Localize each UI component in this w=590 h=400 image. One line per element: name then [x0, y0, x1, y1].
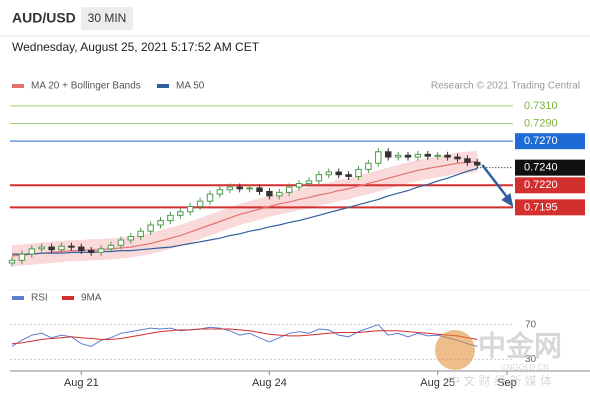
watermark-site: CNGOLD.CN: [501, 363, 549, 372]
candle-body: [295, 183, 303, 188]
forecast-arrow: [481, 164, 511, 201]
candle-body: [87, 250, 95, 253]
level-label: 0.7240: [524, 162, 558, 174]
y-tick-label: 30: [525, 354, 537, 365]
candle-body: [355, 168, 362, 177]
candle-body: [186, 205, 194, 213]
timeframe: 30 MIN: [88, 11, 127, 25]
candle-body: [246, 187, 253, 190]
candle-body: [404, 154, 412, 158]
x-tick-label: Aug 24: [252, 377, 287, 389]
moving-average: [11, 160, 478, 257]
subtitle: Wednesday, August 25, 2021 5:17:52 AM CE…: [12, 40, 260, 54]
level-label: 0.7270: [524, 135, 558, 147]
legend-entry: 9MA: [81, 293, 102, 304]
candle-body: [216, 189, 224, 195]
y-tick-label: 70: [525, 319, 537, 330]
level-label: 0.7195: [524, 201, 558, 213]
level-label: 0.7310: [524, 100, 558, 112]
legend-entry-swatch: [157, 84, 169, 88]
candle-body: [177, 211, 184, 216]
candle-body: [335, 171, 342, 176]
candle-body: [28, 248, 36, 255]
candle-body: [58, 245, 65, 251]
level-label: 0.7220: [524, 179, 558, 191]
candle-body: [325, 171, 333, 176]
candle-body: [107, 244, 115, 250]
candle-body: [68, 245, 75, 248]
candle-body: [434, 154, 441, 157]
candle-body: [196, 200, 204, 207]
watermark: 中金网 CNGOLD.CN 中 文 财 经 新 媒 体: [435, 329, 562, 388]
symbol: AUD/USD: [12, 10, 76, 26]
candle-body: [424, 153, 432, 157]
candle-body: [345, 174, 352, 177]
candle-body: [414, 153, 422, 158]
legend-entry-swatch: [12, 84, 24, 88]
watermark-logo: [435, 330, 475, 370]
legend-entry: RSI: [31, 293, 48, 304]
candle-body: [157, 220, 164, 226]
candle-body: [206, 193, 214, 202]
candle-body: [474, 161, 481, 166]
x-tick-label: Aug 25: [420, 377, 455, 389]
candle-body: [285, 186, 293, 193]
x-tick-label: Sep: [497, 377, 517, 389]
candle-body: [97, 248, 105, 253]
level-box: [515, 177, 585, 194]
candle-body: [305, 180, 313, 185]
legend-entry-swatch: [62, 296, 74, 300]
candle-body: [137, 230, 144, 237]
candle-body: [375, 151, 382, 164]
candle-body: [384, 151, 392, 158]
legend-entry: MA 20 + Bollinger Bands: [31, 81, 141, 92]
source: Research © 2021 Trading Central: [431, 81, 580, 92]
candle-body: [464, 158, 471, 163]
candle-body: [365, 162, 372, 170]
level-box: [515, 133, 585, 150]
watermark-tagline: 中 文 财 经 新 媒 体: [448, 373, 552, 388]
candle-body: [127, 235, 135, 241]
x-tick-label: Aug 21: [64, 377, 99, 389]
candle-body: [38, 246, 45, 250]
candle-body: [315, 174, 323, 182]
watermark-name: 中金网: [478, 329, 562, 361]
legend-entry: MA 50: [176, 81, 205, 92]
candle-body: [78, 246, 85, 252]
candle-body: [117, 239, 125, 246]
level-box: [515, 159, 585, 176]
candle-body: [236, 186, 243, 190]
candle-body: [18, 253, 26, 261]
candle-body: [167, 214, 174, 222]
candle-body: [256, 187, 263, 192]
candle-body: [266, 190, 273, 197]
indicator-line: [11, 324, 478, 347]
candle-body: [226, 186, 234, 191]
forecast-arrowhead: [501, 193, 514, 207]
level-label: 0.7290: [524, 117, 558, 129]
legend-entry-swatch: [12, 296, 24, 300]
candle-body: [454, 156, 461, 160]
level-box: [515, 199, 585, 216]
candle-body: [8, 259, 16, 264]
candle-body: [444, 154, 451, 158]
timeframe-box: [81, 7, 133, 30]
candle-body: [48, 246, 55, 251]
indicator-line: [11, 328, 478, 345]
candle-body: [147, 224, 154, 232]
candle-body: [394, 154, 402, 158]
candle-body: [276, 191, 283, 197]
